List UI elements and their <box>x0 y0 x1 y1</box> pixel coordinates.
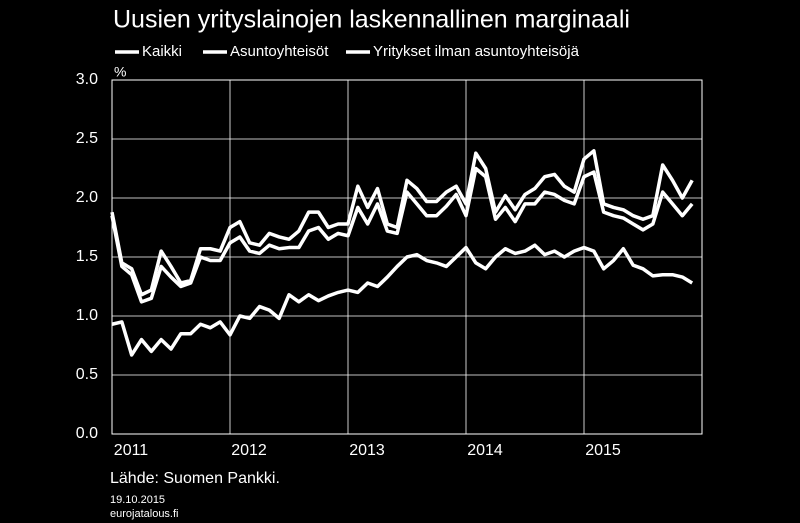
chart-title: Uusien yrityslainojen laskennallinen mar… <box>113 6 630 34</box>
line <box>110 166 694 304</box>
line <box>111 243 694 357</box>
legend-label: Asuntoyhteisöt <box>230 43 329 60</box>
y-tick-label: 1.0 <box>76 307 98 324</box>
x-tick-label: 2013 <box>349 442 385 459</box>
x-tick-label: 2014 <box>467 442 503 459</box>
x-tick-label: 2015 <box>585 442 621 459</box>
y-tick-label: 0.5 <box>76 366 98 383</box>
date: 19.10.2015 <box>110 494 165 506</box>
line <box>110 149 694 297</box>
plot-frame <box>111 79 703 435</box>
legend-label: Yritykset ilman asuntoyhteisöjä <box>373 43 580 60</box>
x-tick-label: 2011 <box>114 442 149 459</box>
source: Lähde: Suomen Pankki. <box>110 470 280 487</box>
y-unit: % <box>114 64 126 80</box>
y-tick-label: 1.5 <box>76 248 98 265</box>
y-tick-label: 0.0 <box>76 425 98 442</box>
site: eurojatalous.fi <box>110 508 179 520</box>
y-tick-label: 2.5 <box>76 130 98 147</box>
y-tick-label: 2.0 <box>76 189 98 206</box>
x-tick-label: 2012 <box>231 442 267 459</box>
legend-label: Kaikki <box>142 43 182 60</box>
y-tick-label: 3.0 <box>76 71 98 88</box>
